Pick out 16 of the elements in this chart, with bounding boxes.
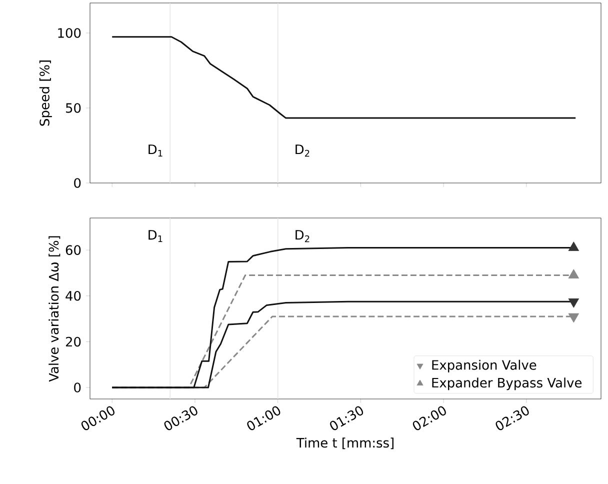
y-tick-label: 20 — [66, 336, 81, 347]
x-axis-title: Time t [mm:ss] — [296, 438, 394, 450]
legend-label: Expansion Valve — [432, 360, 536, 372]
legend-label: Expander Bypass Valve — [432, 378, 582, 390]
y-tick-label: 50 — [66, 103, 81, 113]
ref-line-label: D$_{2}$ — [296, 230, 310, 242]
y-tick-label: 100 — [58, 28, 81, 38]
ref-line-label: D$_{2}$ — [296, 144, 310, 157]
y-tick-label: 0 — [74, 382, 81, 392]
y-tick-label: 40 — [66, 290, 81, 301]
ref-line-label: D$_{1}$ — [148, 144, 162, 157]
y-tick-label: 60 — [66, 245, 81, 255]
y-axis-title: Valve variation Δω [%] — [48, 236, 60, 382]
y-tick-label: 0 — [74, 178, 81, 188]
ref-line-label: D$_{1}$ — [148, 230, 162, 242]
y-axis-title: Speed [%] — [39, 60, 52, 126]
